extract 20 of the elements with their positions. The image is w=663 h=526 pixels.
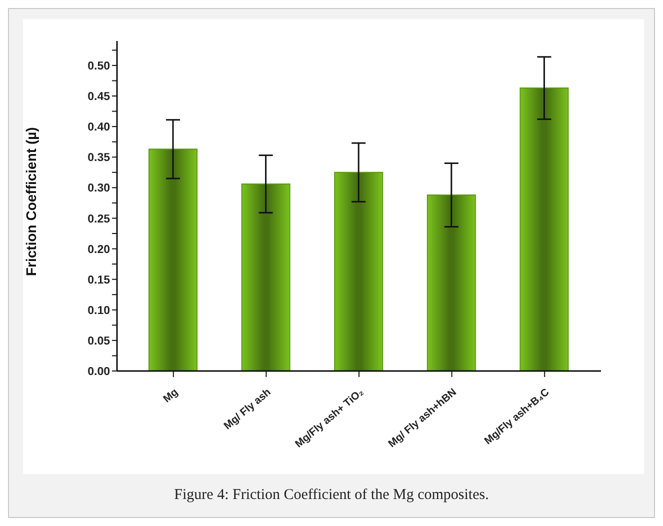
y-tick-label: 0.25 [88,213,111,226]
y-tick-label: 0.00 [88,366,110,378]
y-tick-label: 0.30 [88,182,110,195]
y-tick-label: 0.15 [88,274,111,286]
bar [148,148,198,371]
bar [520,88,569,371]
y-tick-label: 0.45 [88,91,111,104]
x-tick-label: Mg [161,386,180,406]
y-tick-label: 0.05 [88,336,111,348]
y-tick-label: 0.10 [88,304,110,317]
y-tick-label: 0.20 [88,244,110,256]
y-tick-label: 0.35 [88,152,111,164]
x-tick-label: Mg/ Fly ash [222,386,274,432]
caption: Figure 4: Friction Coefficient of the Mg composites. [173,487,490,504]
y-tick-label: 0.40 [88,122,110,134]
bar [241,184,290,371]
bar [334,172,384,371]
y-tick-label: 0.50 [88,60,110,73]
bar [426,194,476,371]
y-axis-title: Friction Coefficient (µ) [22,127,39,276]
